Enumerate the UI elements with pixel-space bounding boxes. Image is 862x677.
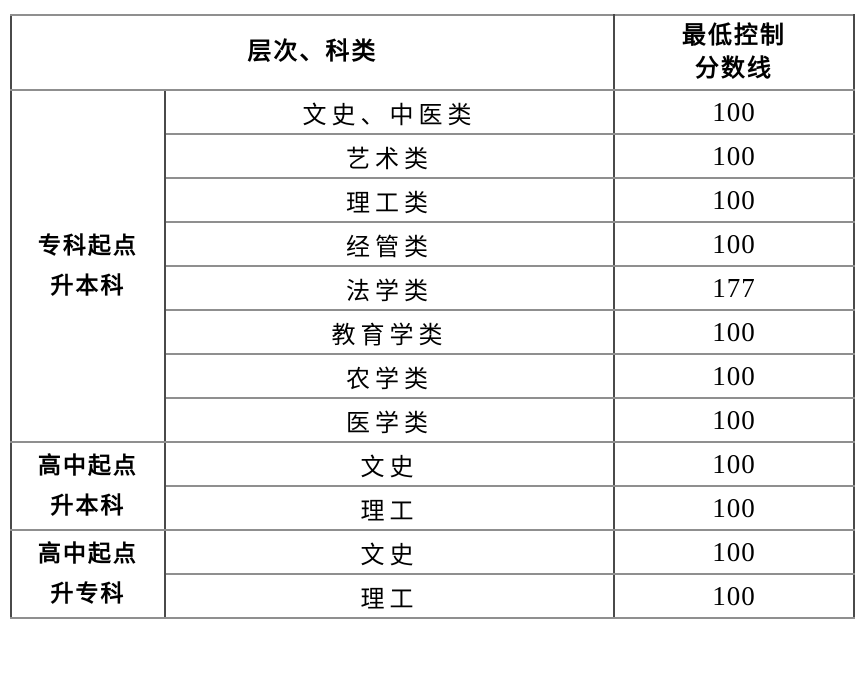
score-cell: 100 xyxy=(613,573,855,619)
category-cell: 理工类 xyxy=(164,177,615,223)
table-row: 农学类 100 xyxy=(11,353,855,399)
table-row: 理工类 100 xyxy=(11,177,855,223)
header-min-score: 最低控制 分数线 xyxy=(613,14,855,91)
table-body: 专科起点 升本科 文史、中医类 100 艺术类 100 理工类 100 经管类 100 法学类 177… xyxy=(10,89,855,619)
group-label-cell: 专科起点 升本科 xyxy=(10,89,166,443)
score-cell: 100 xyxy=(613,397,855,443)
header-level-category: 层次、科类 xyxy=(10,14,615,91)
category-cell: 理工 xyxy=(164,573,615,619)
header-min-score-line2: 分数线 xyxy=(695,54,773,82)
score-cell: 177 xyxy=(613,265,855,311)
group-label-line: 升专科 xyxy=(50,580,126,606)
category-cell: 医学类 xyxy=(164,397,615,443)
score-cell: 100 xyxy=(613,353,855,399)
table-row: 医学类 100 xyxy=(11,397,855,443)
table-row: 教育学类 100 xyxy=(11,309,855,355)
score-cell: 100 xyxy=(613,485,855,531)
table-header-row: 层次、科类 最低控制 分数线 xyxy=(10,14,855,91)
category-cell: 农学类 xyxy=(164,353,615,399)
table-row: 艺术类 100 xyxy=(11,133,855,179)
group-label-line: 升本科 xyxy=(50,272,126,298)
min-control-score-table: 层次、科类 最低控制 分数线 专科起点 升本科 文史、中医类 100 艺术类 100 理工类… xyxy=(10,14,855,619)
group-label-cell: 高中起点 升本科 xyxy=(10,441,166,531)
category-cell: 艺术类 xyxy=(164,133,615,179)
score-cell: 100 xyxy=(613,441,855,487)
header-min-score-line1: 最低控制 xyxy=(682,22,786,50)
group-label-line: 高中起点 xyxy=(38,540,138,567)
group-label-line: 专科起点 xyxy=(38,232,138,259)
header-level-category-label: 层次、科类 xyxy=(247,38,378,66)
group-label-line: 升本科 xyxy=(50,492,126,518)
score-cell: 100 xyxy=(613,529,855,575)
table-row: 高中起点 升专科 文史 100 xyxy=(10,529,855,619)
score-cell: 100 xyxy=(613,177,855,223)
category-cell: 教育学类 xyxy=(164,309,615,355)
score-cell: 100 xyxy=(613,221,855,267)
category-cell: 理工 xyxy=(164,485,615,531)
group-label-line: 高中起点 xyxy=(38,452,138,479)
category-cell: 经管类 xyxy=(164,221,615,267)
table-row: 理工 100 xyxy=(11,485,855,531)
score-cell: 100 xyxy=(613,89,855,135)
score-cell: 100 xyxy=(613,309,855,355)
category-cell: 文史、中医类 xyxy=(164,89,615,135)
table-row: 理工 100 xyxy=(11,573,855,619)
score-cell: 100 xyxy=(613,133,855,179)
category-cell: 文史 xyxy=(164,441,615,487)
table-row: 法学类 177 xyxy=(11,265,855,311)
table-row: 高中起点 升本科 文史 100 xyxy=(10,441,855,531)
category-cell: 文史 xyxy=(164,529,615,575)
group-label-cell: 高中起点 升专科 xyxy=(10,529,166,619)
table-row: 专科起点 升本科 文史、中医类 100 xyxy=(10,89,855,443)
category-cell: 法学类 xyxy=(164,265,615,311)
table-row: 经管类 100 xyxy=(11,221,855,267)
